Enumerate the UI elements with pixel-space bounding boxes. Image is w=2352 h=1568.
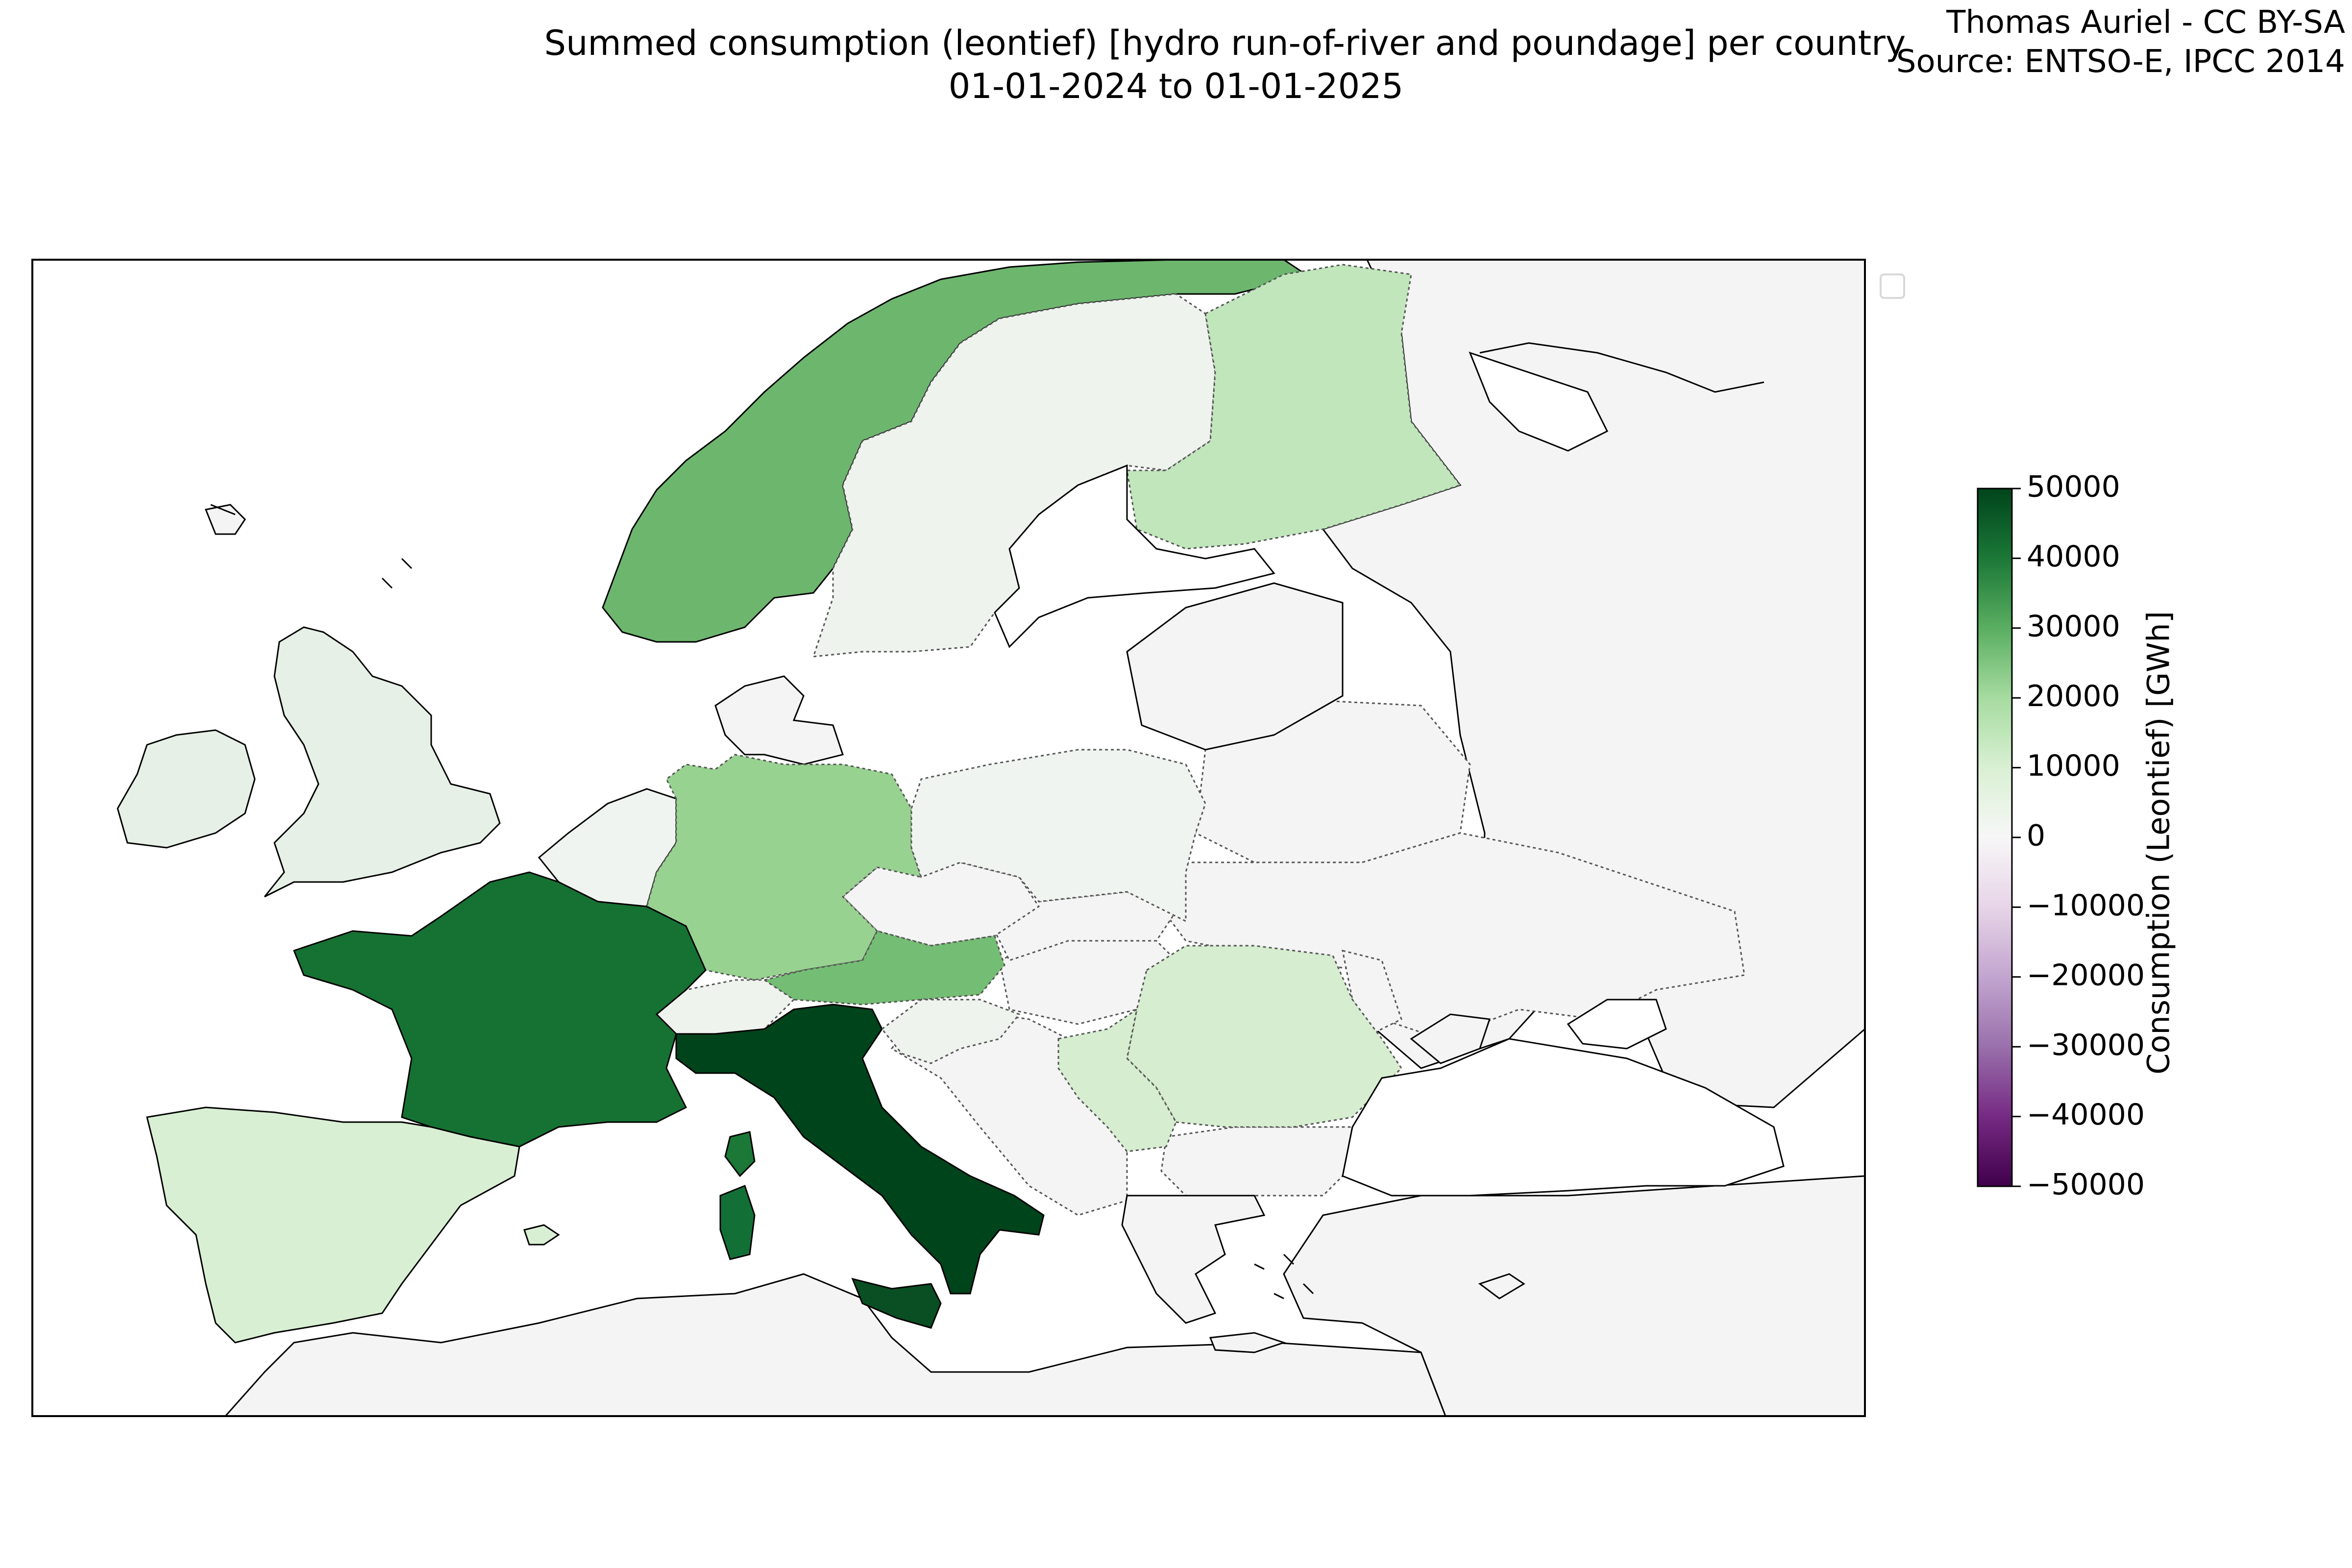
- title-line-1: Summed consumption (leontief) [hydro run…: [544, 23, 1906, 63]
- region-gulf-of-bothnia: [994, 464, 1275, 648]
- colorbar-ticks: 50000 40000 30000 20000 10000 0 −10000 −20000 −3…: [2012, 470, 2145, 1202]
- region-switzerland: [655, 979, 795, 1035]
- region-iceland-tip: [204, 504, 246, 535]
- region-france: [293, 871, 707, 1148]
- region-aegean-islands: [1254, 1253, 1314, 1299]
- region-white-sea: [1469, 351, 1609, 452]
- region-corsica: [724, 1131, 756, 1177]
- credit-author: Thomas Auriel - CC BY-SA: [1946, 4, 2345, 41]
- region-spain-portugal: [146, 1106, 520, 1344]
- region-slovenia-croatia: [881, 999, 1021, 1064]
- region-greece: [1121, 1195, 1266, 1324]
- map-title: Summed consumption (leontief) [hydro run…: [0, 22, 2352, 108]
- region-azov-sea: [1567, 999, 1667, 1050]
- region-baltics: [1126, 582, 1344, 751]
- colorbar-tick-label: 20000: [2027, 679, 2120, 713]
- region-uk: [264, 626, 501, 898]
- region-balearic: [523, 1224, 560, 1246]
- region-cyprus: [1478, 1273, 1525, 1299]
- colorbar-tick-label: −30000: [2027, 1028, 2145, 1062]
- credits: Thomas Auriel - CC BY-SA Source: ENTSO-E…: [1896, 3, 2345, 81]
- empty-legend: [1880, 273, 1905, 299]
- region-slovakia: [994, 891, 1177, 961]
- colorbar-tick-label: 40000: [2027, 539, 2120, 574]
- region-germany: [646, 754, 923, 981]
- region-serbia: [1057, 1007, 1177, 1152]
- colorbar: 50000 40000 30000 20000 10000 0 −10000 −20000 −3…: [1977, 470, 2145, 1202]
- region-crimea: [1410, 1013, 1491, 1064]
- region-romania: [1126, 945, 1402, 1128]
- region-black-sea: [1342, 1038, 1785, 1197]
- credit-source: Source: ENTSO-E, IPCC 2014: [1896, 44, 2345, 80]
- region-poland: [910, 749, 1206, 923]
- colorbar-tick-label: −40000: [2027, 1098, 2145, 1132]
- region-sicily: [851, 1277, 942, 1329]
- map-area: [32, 260, 1865, 1416]
- region-svalbard-edge: [1479, 342, 1764, 393]
- colorbar-tick-label: −50000: [2027, 1168, 2145, 1202]
- region-finland: [1126, 264, 1462, 550]
- region-austria: [762, 930, 1005, 1005]
- title-line-2: 01-01-2024 to 01-01-2025: [948, 66, 1404, 106]
- colorbar-tick-label: −20000: [2027, 958, 2145, 992]
- colorbar-tick-label: 30000: [2027, 609, 2120, 643]
- region-sweden: [812, 293, 1216, 658]
- region-ireland: [117, 729, 256, 849]
- colorbar-tick-label: −10000: [2027, 888, 2145, 923]
- region-italy: [675, 1004, 1045, 1295]
- region-north-africa: [224, 1273, 1446, 1416]
- region-moldova: [1342, 949, 1402, 1035]
- colorbar-label: Consumption (Leontief) [GWh]: [2140, 611, 2177, 1075]
- region-crete: [1209, 1332, 1286, 1353]
- colorbar-tick-label: 10000: [2027, 749, 2120, 783]
- map-frame: [31, 259, 1866, 1417]
- region-sardinia: [719, 1185, 756, 1260]
- region-norway: [602, 260, 1316, 643]
- colorbar-tick-label: 0: [2027, 819, 2045, 853]
- region-denmark: [714, 675, 844, 765]
- region-bulgaria: [1160, 1126, 1353, 1197]
- region-faroe-shetland: [210, 504, 413, 589]
- colorbar-tick-label: 50000: [2027, 470, 2120, 504]
- region-turkey-mideast: [1283, 1175, 1865, 1416]
- colorbar-bar: [1977, 488, 2013, 1187]
